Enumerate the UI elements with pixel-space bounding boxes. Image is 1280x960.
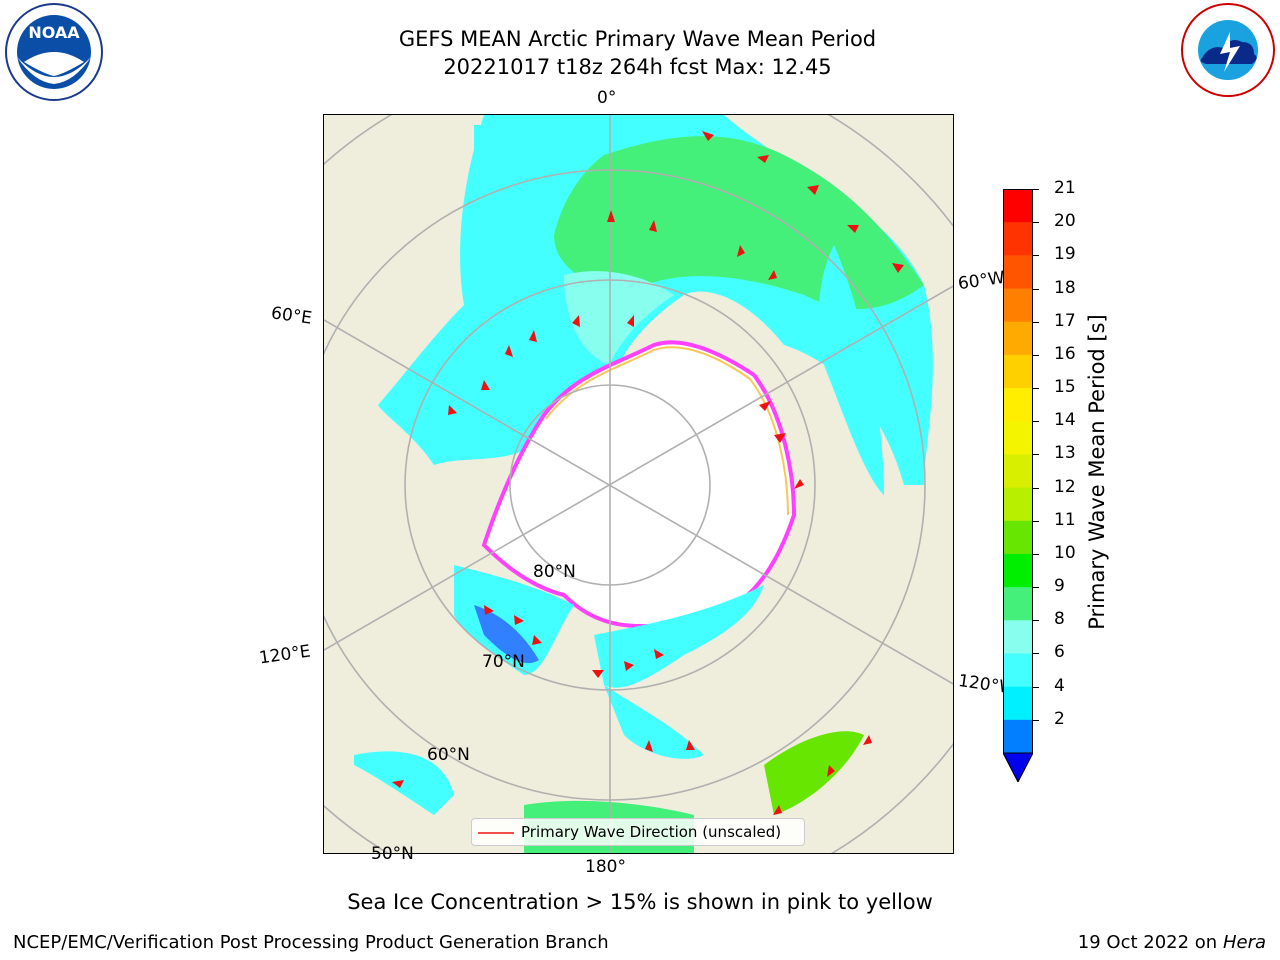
okhotsk-sea [354, 751, 454, 815]
graticule [324, 115, 953, 853]
lat-label-70: 70°N [482, 652, 525, 672]
lon-label-60w: 60°W [956, 267, 1007, 295]
colorbar-segment [1003, 421, 1033, 455]
colorbar-tick-label: 20 [1054, 211, 1076, 232]
colorbar-segment [1003, 487, 1033, 522]
colorbar-tick-mark [1033, 719, 1039, 721]
colorbar-segment [1003, 222, 1033, 256]
colorbar-tick-label: 21 [1054, 178, 1076, 198]
colorbar-tick-mark [1033, 686, 1039, 688]
colorbar-tick-mark [1033, 520, 1039, 522]
colorbar-segment [1003, 189, 1033, 223]
lat-label-50: 50°N [371, 844, 414, 864]
wave-direction-arrows [392, 131, 904, 815]
lon-label-180: 180° [585, 857, 626, 877]
legend-line-icon [478, 832, 514, 834]
svg-text:NOAA: NOAA [28, 23, 80, 42]
sea-ice-note: Sea Ice Concentration > 15% is shown in … [347, 890, 933, 914]
colorbar-tick-label: 19 [1054, 244, 1076, 265]
colorbar-segment [1003, 388, 1033, 422]
colorbar-tick-mark [1033, 553, 1039, 555]
lat-label-60: 60°N [427, 745, 470, 765]
colorbar-tick-mark [1033, 222, 1039, 224]
colorbar-segment [1003, 520, 1033, 555]
polar-map [323, 114, 954, 854]
colorbar-tick-mark [1033, 487, 1039, 489]
colorbar-tick-label: 2 [1054, 708, 1065, 729]
colorbar-segment [1003, 620, 1033, 654]
colorbar-tick-mark [1033, 388, 1039, 390]
lon-label-0: 0° [597, 88, 617, 108]
colorbar-tick-label: 6 [1054, 642, 1065, 663]
colorbar-segment [1003, 288, 1033, 323]
colorbar-tick-label: 15 [1054, 377, 1076, 398]
footer-left: NCEP/EMC/Verification Post Processing Pr… [13, 932, 609, 953]
footer-right: 19 Oct 2022 on Hera [1078, 932, 1266, 953]
colorbar-tick-mark [1033, 189, 1039, 190]
colorbar-segment [1003, 719, 1033, 754]
colorbar-tick-label: 11 [1054, 509, 1076, 530]
ice-edge-pink [481, 340, 797, 629]
nws-logo [1180, 2, 1276, 98]
lon-label-120e: 120°E [257, 641, 312, 669]
colorbar-segment [1003, 354, 1033, 389]
footer-host: Hera [1222, 932, 1266, 953]
colorbar-segment [1003, 321, 1033, 356]
colorbar-tick-mark [1033, 321, 1039, 323]
map-title-line1: GEFS MEAN Arctic Primary Wave Mean Perio… [398, 27, 877, 51]
east-siberian-sea [454, 565, 574, 675]
colorbar-segment [1003, 587, 1033, 621]
colorbar-tick-label: 8 [1054, 609, 1065, 630]
colorbar-extend-arrow [1002, 752, 1034, 784]
colorbar-segment [1003, 553, 1033, 588]
baffin-bay [818, 245, 884, 495]
colorbar-segment [1003, 653, 1033, 688]
colorbar [1002, 189, 1034, 784]
colorbar-tick-mark [1033, 620, 1039, 622]
lat-label-80: 80°N [533, 562, 576, 582]
gulf-of-alaska [764, 731, 864, 815]
colorbar-tick-label: 17 [1054, 310, 1076, 331]
colorbar-tick-label: 9 [1054, 576, 1065, 597]
colorbar-tick-mark [1033, 454, 1039, 456]
colorbar-tick-label: 16 [1054, 343, 1076, 364]
colorbar-segment [1003, 686, 1033, 721]
colorbar-tick-mark [1033, 653, 1039, 655]
colorbar-segment [1003, 454, 1033, 489]
footer-date: 19 Oct 2022 on [1077, 932, 1218, 953]
colorbar-tick-label: 12 [1054, 476, 1076, 497]
colorbar-tick-label: 14 [1054, 410, 1076, 431]
map-title-line2: 20221017 t18z 264h fcst Max: 12.45 [443, 55, 832, 79]
colorbar-tick-label: 4 [1054, 675, 1065, 696]
sea-ice-cap [484, 342, 794, 627]
noaa-logo: NOAA [4, 2, 104, 102]
colorbar-tick-label: 18 [1054, 277, 1076, 298]
chukchi-sea [594, 585, 764, 688]
colorbar-tick-mark [1033, 354, 1039, 356]
map-legend: Primary Wave Direction (unscaled) [471, 818, 805, 846]
colorbar-tick-mark [1033, 255, 1039, 257]
colorbar-tick-label: 13 [1054, 443, 1076, 464]
colorbar-tick-label: 10 [1054, 542, 1076, 563]
colorbar-tick-mark [1033, 587, 1039, 589]
colorbar-tick-mark [1033, 421, 1039, 423]
colorbar-segment [1003, 255, 1033, 290]
legend-label: Primary Wave Direction (unscaled) [521, 823, 782, 841]
colorbar-tick-mark [1033, 288, 1039, 290]
lon-label-60e: 60°E [269, 303, 314, 329]
